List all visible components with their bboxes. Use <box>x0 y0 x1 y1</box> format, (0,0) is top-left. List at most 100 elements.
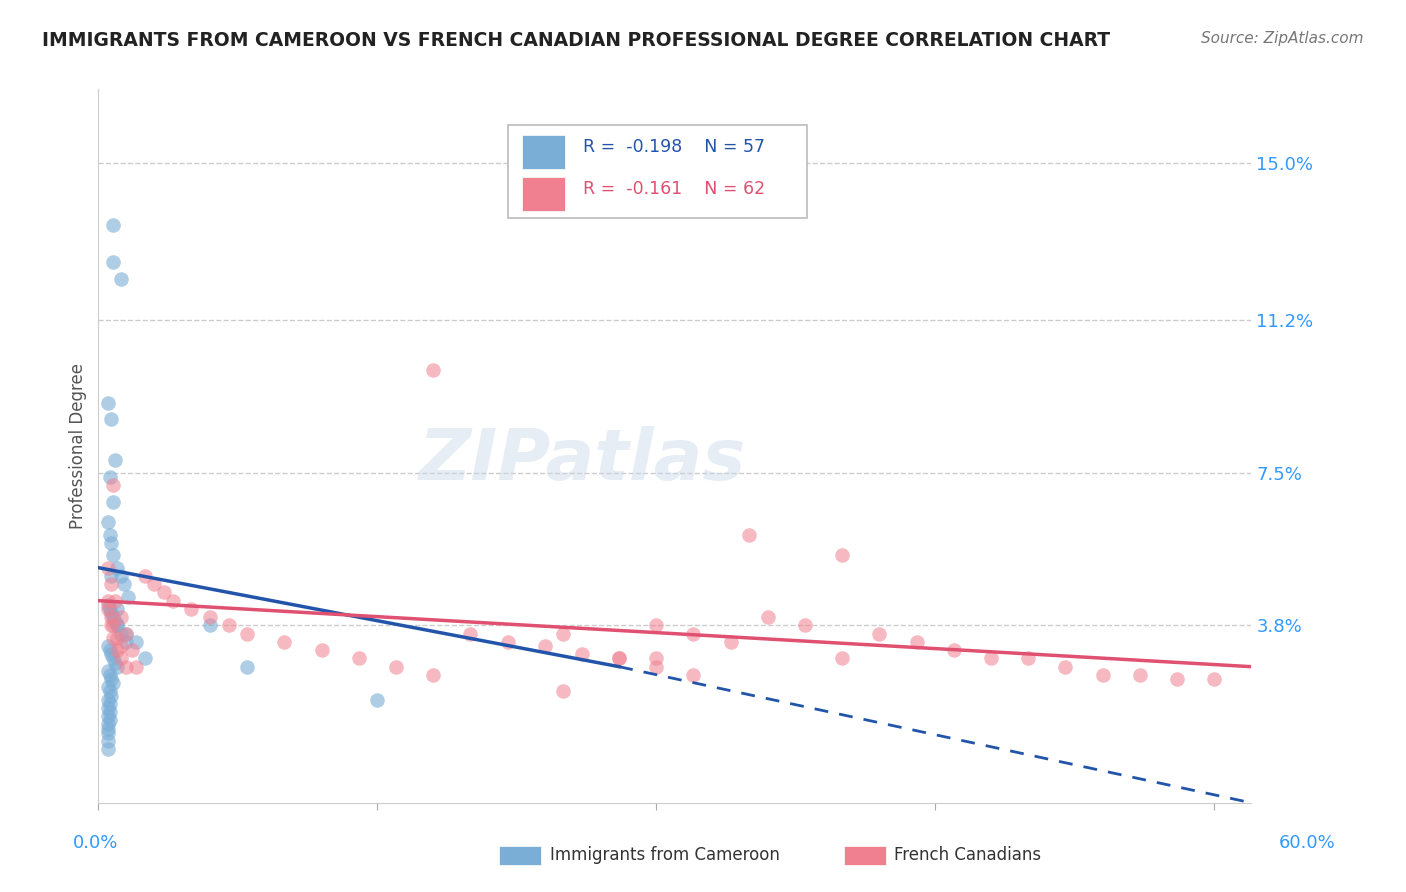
Point <box>97 639 120 653</box>
Point <box>100 606 122 620</box>
Point <box>97 734 120 748</box>
Text: R =  -0.198    N = 57: R = -0.198 N = 57 <box>582 138 765 156</box>
Point <box>105 560 128 574</box>
Bar <box>522 177 565 211</box>
Point <box>98 643 121 657</box>
Point <box>942 643 965 657</box>
Point <box>100 569 122 583</box>
Point <box>1166 672 1188 686</box>
Point <box>97 725 120 739</box>
Point <box>110 610 132 624</box>
Point <box>103 478 125 492</box>
Point <box>105 643 128 657</box>
Point <box>100 577 122 591</box>
Point <box>645 651 668 665</box>
Point <box>98 697 121 711</box>
Point <box>97 742 120 756</box>
Point <box>103 219 125 233</box>
Point <box>1054 659 1077 673</box>
Text: Immigrants from Cameroon: Immigrants from Cameroon <box>550 847 779 864</box>
Point <box>110 272 132 286</box>
Point <box>905 635 928 649</box>
Point <box>756 610 779 624</box>
Point <box>115 626 138 640</box>
Point <box>104 453 127 467</box>
Point <box>98 684 121 698</box>
Point <box>115 626 138 640</box>
Point <box>347 651 370 665</box>
Point <box>98 714 121 728</box>
Point <box>103 651 125 665</box>
Point <box>115 659 138 673</box>
Point <box>117 590 139 604</box>
Point <box>720 635 742 649</box>
Text: 60.0%: 60.0% <box>1279 834 1336 852</box>
Point <box>97 602 120 616</box>
Point <box>385 659 408 673</box>
Point <box>831 549 853 563</box>
Point <box>103 494 125 508</box>
Point <box>110 569 132 583</box>
Point <box>533 639 555 653</box>
Point <box>143 577 166 591</box>
Point <box>134 651 156 665</box>
Point <box>105 602 128 616</box>
Point <box>105 659 128 673</box>
Bar <box>522 136 565 169</box>
Point <box>103 631 125 645</box>
Point <box>1091 668 1114 682</box>
Point <box>100 618 122 632</box>
Point <box>366 692 388 706</box>
Text: 0.0%: 0.0% <box>73 834 118 852</box>
Point <box>1129 668 1152 682</box>
Point <box>980 651 1002 665</box>
Text: R =  -0.161    N = 62: R = -0.161 N = 62 <box>582 180 765 198</box>
Point <box>236 659 259 673</box>
Point <box>97 395 120 409</box>
Point <box>105 618 128 632</box>
Point <box>682 626 704 640</box>
Point <box>422 668 444 682</box>
Point <box>273 635 295 649</box>
Point <box>124 659 146 673</box>
Point <box>645 659 668 673</box>
Point <box>103 676 125 690</box>
Point <box>105 618 128 632</box>
Point <box>97 681 120 695</box>
Point <box>97 664 120 678</box>
Point <box>97 701 120 715</box>
Point <box>103 610 125 624</box>
Point <box>236 626 259 640</box>
Point <box>134 569 156 583</box>
Point <box>105 631 128 645</box>
Point <box>100 672 122 686</box>
Text: ZIPatlas: ZIPatlas <box>419 425 747 495</box>
Point <box>607 651 630 665</box>
Point <box>104 615 127 629</box>
Point <box>180 602 202 616</box>
Point <box>98 668 121 682</box>
Point <box>162 593 184 607</box>
Point <box>553 684 575 698</box>
Y-axis label: Professional Degree: Professional Degree <box>69 363 87 529</box>
Point <box>124 635 146 649</box>
Point <box>98 470 121 484</box>
Point <box>1017 651 1039 665</box>
Point <box>100 648 122 662</box>
Point <box>100 536 122 550</box>
Point <box>422 362 444 376</box>
Point <box>100 610 122 624</box>
Point <box>97 692 120 706</box>
Point <box>682 668 704 682</box>
Point <box>198 618 221 632</box>
Point <box>110 639 132 653</box>
Point <box>97 593 120 607</box>
Text: Source: ZipAtlas.com: Source: ZipAtlas.com <box>1201 31 1364 46</box>
Text: French Canadians: French Canadians <box>894 847 1042 864</box>
Point <box>311 643 333 657</box>
Point <box>121 643 143 657</box>
Point <box>97 709 120 723</box>
Point <box>98 527 121 541</box>
Point <box>98 602 121 616</box>
Point <box>496 635 519 649</box>
